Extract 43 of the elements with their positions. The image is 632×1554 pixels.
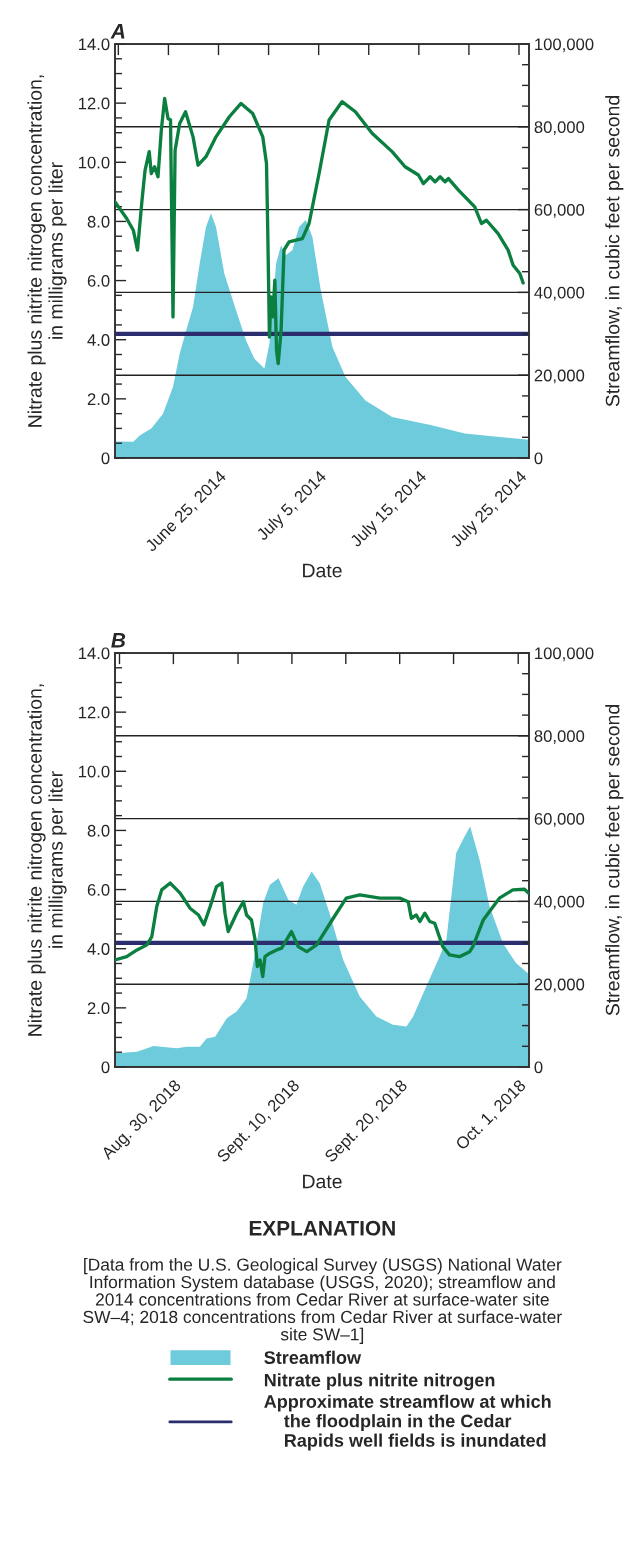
y-tick-label: 8.0 [87, 215, 110, 228]
y-tick-label: 6.0 [87, 274, 110, 287]
y2-tick-label: 100,000 [535, 647, 594, 662]
y-tick-label: 14.0 [78, 38, 110, 51]
y2-tick-label: 80,000 [534, 730, 585, 744]
text: EXPLANATION [249, 1220, 395, 1236]
y2-tick-label: 60,000 [534, 813, 585, 827]
y-tick-label: 4.0 [87, 334, 110, 346]
y-tick-label: 12.0 [78, 97, 110, 110]
y2-tick-label: 40,000 [534, 895, 585, 910]
y-axis-title: Nitrate plus nitrite nitrogen concentration, in milligrams per liter [27, 684, 67, 1036]
y-tick-label: 2.0 [87, 1002, 110, 1015]
x-axis-title: Date [303, 563, 342, 578]
chart-title: A [110, 24, 125, 39]
x-axis-title: Date [303, 1174, 342, 1189]
y-tick-label: 0 [101, 1061, 110, 1074]
y-tick-label: 14.0 [78, 647, 110, 660]
y-tick-label: 10.0 [78, 765, 110, 778]
y2-tick-label: 20,000 [534, 369, 585, 384]
y2-tick-label: 100,000 [535, 38, 594, 53]
line-series [115, 96, 525, 366]
y-tick-label: 12.0 [78, 706, 110, 719]
y2-tick-label: 0 [534, 452, 543, 465]
line-series [115, 881, 529, 979]
legend-label: Streamflow [264, 1350, 362, 1364]
y-tick-label: 8.0 [87, 824, 110, 837]
y-tick-label: 0 [101, 452, 110, 465]
y2-tick-label: 40,000 [534, 286, 585, 301]
y-tick-label: 10.0 [78, 156, 110, 169]
legend-label: Nitrate plus nitrite nitrogen [264, 1373, 495, 1391]
y2-tick-label: 80,000 [534, 121, 585, 135]
y2-tick-label: 60,000 [534, 204, 585, 218]
text: [Data from the U.S. Geological Survey (USGS) National Water Information System database (USGS, 2020); streamflow and 2014 concentrations from Cedar River at surface-water site SW–4; 2018 concentrations from Cedar River at surface-water site SW–1] [83, 1258, 562, 1344]
y2-axis-title: Streamflow, in cubic feet per second [605, 705, 624, 1016]
y-axis-title: Nitrate plus nitrite nitrogen concentration, in milligrams per liter [27, 75, 67, 427]
y2-tick-label: 20,000 [534, 978, 585, 993]
y-tick-label: 2.0 [87, 393, 110, 406]
y-tick-label: 6.0 [87, 883, 110, 896]
chart-title: B [111, 633, 126, 648]
y2-tick-label: 0 [534, 1061, 543, 1074]
y2-axis-title: Streamflow, in cubic feet per second [605, 96, 624, 407]
y-tick-label: 4.0 [87, 943, 110, 955]
legend-label: Approximate streamflow at which the floodplain in the Cedar Rapids well fields is inundated [264, 1394, 551, 1451]
